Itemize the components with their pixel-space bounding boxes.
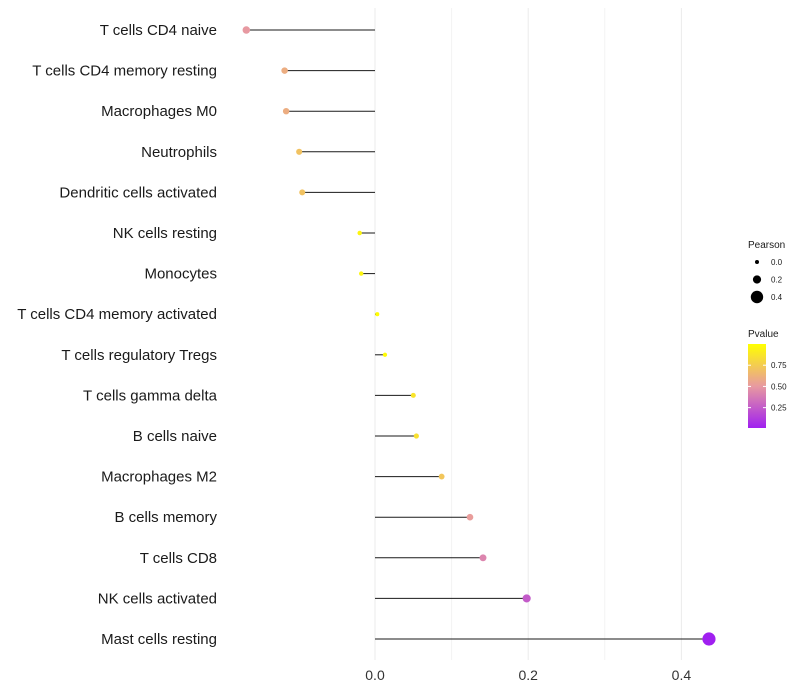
- category-label: B cells memory: [114, 509, 217, 526]
- data-point: [357, 230, 362, 236]
- data-point: [410, 392, 416, 398]
- size-legend-label: 0.0: [771, 258, 783, 267]
- data-point: [242, 26, 251, 34]
- x-tick-label: 0.4: [672, 667, 692, 683]
- data-point: [438, 473, 445, 480]
- data-point: [382, 352, 388, 357]
- category-label: NK cells resting: [113, 225, 217, 242]
- category-label: T cells CD4 naive: [100, 22, 217, 39]
- category-label: T cells CD8: [140, 550, 217, 567]
- data-point: [299, 189, 306, 196]
- category-label: T cells CD4 memory resting: [32, 63, 217, 80]
- category-label: T cells CD4 memory activated: [17, 306, 217, 323]
- legend: Pearson 0.0 0.2 0.4 Pvalue 0.75 0.50 0.25: [748, 240, 787, 428]
- category-labels: T cells CD4 naive T cells CD4 memory rest…: [17, 22, 217, 648]
- category-label: Neutrophils: [141, 144, 217, 161]
- category-label: Macrophages M2: [101, 469, 217, 486]
- x-tick-label: 0.0: [365, 667, 385, 683]
- color-legend-bar: [748, 344, 766, 428]
- data-point: [479, 554, 487, 562]
- category-label: Monocytes: [144, 266, 217, 283]
- size-legend-label: 0.2: [771, 276, 783, 285]
- data-point: [466, 513, 474, 521]
- points: [242, 26, 716, 646]
- data-point: [702, 632, 716, 646]
- size-legend-title: Pearson: [748, 240, 785, 251]
- category-label: Macrophages M0: [101, 103, 217, 120]
- category-label: NK cells activated: [98, 590, 217, 607]
- category-label: B cells naive: [133, 428, 217, 445]
- stems: [246, 29, 709, 640]
- color-legend-label: 0.25: [771, 404, 787, 413]
- size-legend-key: [750, 290, 764, 304]
- size-legend-key: [755, 260, 759, 264]
- data-point: [359, 271, 364, 276]
- data-point: [413, 433, 419, 439]
- category-label: T cells regulatory Tregs: [61, 347, 217, 364]
- data-point: [281, 67, 288, 74]
- grid-lines: [374, 8, 682, 660]
- color-legend-label: 0.75: [771, 361, 787, 370]
- category-label: Mast cells resting: [101, 631, 217, 648]
- size-legend-key: [752, 275, 762, 284]
- data-point: [375, 312, 380, 317]
- x-tick-label: 0.2: [518, 667, 538, 683]
- category-label: Dendritic cells activated: [59, 184, 217, 201]
- x-tick-labels: 0.0 0.2 0.4: [365, 667, 691, 683]
- data-point: [296, 148, 303, 155]
- data-point: [282, 107, 290, 115]
- category-label: T cells gamma delta: [83, 387, 218, 404]
- color-legend-title: Pvalue: [748, 329, 779, 340]
- color-legend-label: 0.50: [771, 382, 787, 391]
- size-legend-label: 0.4: [771, 293, 783, 302]
- data-point: [522, 594, 531, 603]
